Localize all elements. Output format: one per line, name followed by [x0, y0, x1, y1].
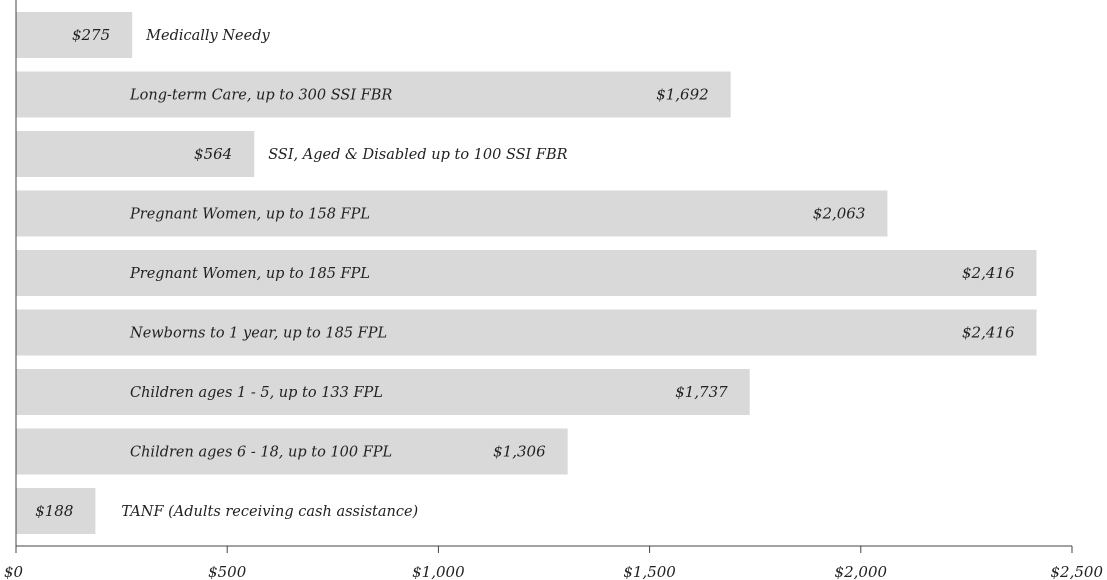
- bar: [16, 250, 1037, 296]
- labels-layer: $275 Medically Needy $1,692 Long-term Care,…: [35, 26, 1015, 520]
- bar-category-label: Medically Needy: [145, 28, 270, 44]
- bar: [16, 12, 133, 58]
- bar-category-label: Children ages 1 - 5, up to 133 FPL: [130, 385, 383, 401]
- x-tick-label: $2,500: [1051, 563, 1104, 580]
- bar-value-label: $2,416: [962, 324, 1015, 342]
- x-tick-label: $0: [4, 563, 24, 580]
- bar-category-label: Pregnant Women, up to 158 FPL: [129, 207, 370, 223]
- x-tick-label: $1,500: [623, 563, 676, 580]
- bar-value-label: $188: [35, 502, 73, 520]
- bar-category-label: Newborns to 1 year, up to 185 FPL: [129, 326, 387, 342]
- bar-value-label: $2,063: [813, 205, 866, 223]
- bar: [16, 369, 750, 415]
- x-tick-label: $500: [208, 563, 247, 580]
- bar-value-label: $2,416: [962, 264, 1015, 282]
- x-axis: $0 $500 $1,000 $1,500 $2,000 $2,500: [4, 0, 1103, 580]
- bar: [16, 428, 568, 475]
- bar: [16, 190, 888, 237]
- bar: [16, 71, 731, 118]
- bar-category-label: SSI, Aged & Disabled up to 100 SSI FBR: [268, 147, 567, 163]
- x-tick-label: $2,000: [835, 563, 888, 580]
- bar-category-label: Pregnant Women, up to 185 FPL: [129, 266, 370, 282]
- bar: [16, 309, 1037, 356]
- bar-value-label: $564: [194, 145, 232, 163]
- bar-value-label: $1,692: [656, 86, 709, 104]
- bar-value-label: $275: [72, 26, 110, 44]
- x-tick-label: $1,000: [412, 563, 465, 580]
- bar-category-label: Children ages 6 - 18, up to 100 FPL: [130, 445, 392, 461]
- bar-value-label: $1,737: [675, 383, 728, 401]
- bar-value-label: $1,306: [493, 443, 546, 461]
- bar: [16, 131, 255, 177]
- bars-layer: [16, 12, 1037, 534]
- bar-category-label: TANF (Adults receiving cash assistance): [121, 504, 418, 520]
- bar: [16, 488, 96, 534]
- bar-category-label: Long-term Care, up to 300 SSI FBR: [129, 88, 392, 104]
